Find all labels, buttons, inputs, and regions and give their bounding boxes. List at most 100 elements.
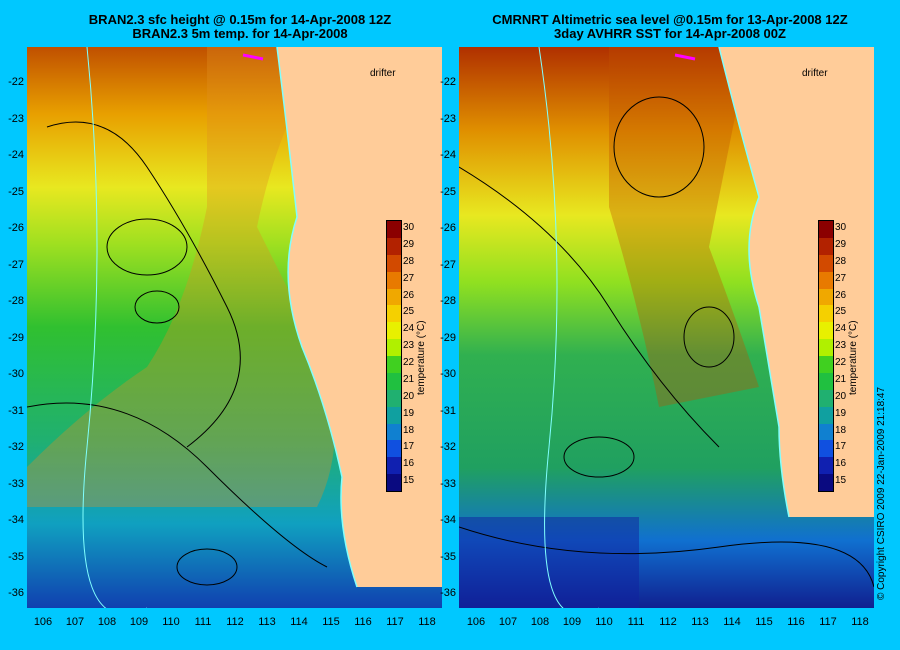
colorbar-swatch <box>819 254 833 272</box>
latitude-tick-label: -35 <box>8 550 24 563</box>
longitude-tick-label: 106 <box>466 616 486 628</box>
longitude-tick-label: 108 <box>97 616 117 628</box>
colorbar-tick-label: 28 <box>835 255 847 267</box>
drifter-track <box>674 53 696 61</box>
longitude-tick-label: 109 <box>562 616 582 628</box>
latitude-tick-label: -22 <box>8 76 24 88</box>
colorbar-swatch <box>387 457 401 475</box>
colorbar-swatch <box>819 474 833 491</box>
colorbar-tick-label: 16 <box>835 458 847 470</box>
latitude-tick-label: -25 <box>8 185 24 198</box>
left-sst-map <box>27 47 442 608</box>
longitude-tick-label: 106 <box>33 616 53 628</box>
height-contour <box>563 436 635 478</box>
right-colorbar-title: temperature (°C) <box>848 320 859 395</box>
colorbar-swatch <box>819 356 833 373</box>
latitude-tick-label: -34 <box>440 514 456 526</box>
land-mass <box>719 47 874 517</box>
height-contour <box>106 218 188 276</box>
left-title-line1: BRAN2.3 sfc height @ 0.15m for 14-Apr-20… <box>88 12 392 27</box>
colorbar-tick-label: 17 <box>403 441 415 453</box>
coastline <box>276 47 358 588</box>
colorbar-swatch <box>387 271 401 289</box>
longitude-tick-label: 118 <box>851 616 869 628</box>
longitude-tick-label: 117 <box>819 616 837 628</box>
latitude-tick-label: -23 <box>440 112 456 125</box>
latitude-tick-label: -27 <box>8 258 24 271</box>
colorbar-swatch <box>387 288 401 306</box>
colorbar-tick-label: 15 <box>835 475 847 487</box>
right-title-line2: 3day AVHRR SST for 14-Apr-2008 00Z <box>554 26 786 41</box>
latitude-tick-label: -28 <box>8 295 24 307</box>
right-drifter-label: drifter <box>802 68 828 79</box>
colorbar-tick-label: 26 <box>835 289 847 301</box>
right-sst-map <box>459 47 874 608</box>
longitude-tick-label: 115 <box>755 616 773 628</box>
latitude-tick-label: -23 <box>8 112 24 125</box>
latitude-tick-label: -26 <box>440 222 456 234</box>
right-map-panel <box>459 47 874 608</box>
warm-current-band <box>27 47 335 507</box>
latitude-tick-label: -36 <box>8 587 24 599</box>
copyright-notice: © Copyright CSIRO 2009 22-Jan-2009 21:18… <box>876 386 887 600</box>
colorbar-tick-label: 22 <box>403 357 415 368</box>
latitude-tick-label: -25 <box>440 185 456 198</box>
colorbar-tick-label: 20 <box>835 390 847 402</box>
height-contour <box>683 306 735 368</box>
colorbar-swatch <box>819 389 833 407</box>
colorbar-tick-label: 30 <box>403 222 415 233</box>
colorbar-swatch <box>387 406 401 424</box>
colorbar-swatch <box>819 440 833 458</box>
bathymetry-contour <box>538 47 599 608</box>
colorbar-tick-label: 29 <box>403 238 415 250</box>
latitude-tick-label: -33 <box>8 477 24 490</box>
colorbar-swatch <box>387 356 401 373</box>
longitude-tick-label: 118 <box>418 616 436 628</box>
colorbar-tick-label: 17 <box>835 441 847 453</box>
colorbar-swatch <box>819 423 833 441</box>
colorbar-tick-label: 23 <box>403 340 415 352</box>
right-panel-title: CMRNRT Altimetric sea level @0.15m for 1… <box>450 13 890 41</box>
latitude-tick-label: -29 <box>440 331 456 344</box>
latitude-tick-label: -24 <box>8 149 24 161</box>
colorbar-swatch <box>387 423 401 441</box>
colorbar-swatch <box>387 339 401 356</box>
latitude-tick-label: -31 <box>440 404 456 417</box>
latitude-tick-label: -36 <box>440 587 456 599</box>
colorbar-tick-label: 16 <box>403 458 415 470</box>
latitude-tick-label: -33 <box>440 477 456 490</box>
left-map-panel <box>27 47 442 608</box>
height-contour <box>176 548 238 586</box>
colorbar-swatch <box>387 322 401 340</box>
right-title-line1: CMRNRT Altimetric sea level @0.15m for 1… <box>492 12 848 27</box>
longitude-tick-label: 110 <box>595 616 613 628</box>
coastline <box>718 47 790 518</box>
colorbar-tick-label: 30 <box>835 222 847 233</box>
colorbar-tick-label: 21 <box>403 373 415 385</box>
longitude-tick-label: 113 <box>258 616 276 628</box>
latitude-tick-label: -32 <box>8 441 24 453</box>
longitude-tick-label: 116 <box>787 616 805 628</box>
colorbar-swatch <box>387 474 401 491</box>
longitude-tick-label: 117 <box>386 616 404 628</box>
height-contour <box>459 526 874 588</box>
colorbar-tick-label: 22 <box>835 357 847 368</box>
latitude-tick-label: -31 <box>8 404 24 417</box>
left-drifter-label: drifter <box>370 68 396 79</box>
colorbar-swatch <box>819 237 833 255</box>
colorbar-tick-label: 18 <box>835 424 847 436</box>
height-contour <box>459 166 720 448</box>
colorbar-tick-label: 20 <box>403 390 415 402</box>
latitude-tick-label: -26 <box>8 222 24 234</box>
latitude-tick-label: -27 <box>440 258 456 271</box>
colorbar-tick-label: 19 <box>403 407 415 419</box>
colorbar-tick-label: 24 <box>835 323 847 335</box>
colorbar-tick-label: 24 <box>403 323 415 335</box>
longitude-tick-label: 108 <box>530 616 550 628</box>
colorbar-swatch <box>387 237 401 255</box>
drifter-track <box>242 53 264 61</box>
warm-current-band <box>609 47 759 407</box>
colorbar-tick-label: 28 <box>403 255 415 267</box>
colorbar-swatch <box>387 372 401 390</box>
colorbar-swatch <box>387 389 401 407</box>
